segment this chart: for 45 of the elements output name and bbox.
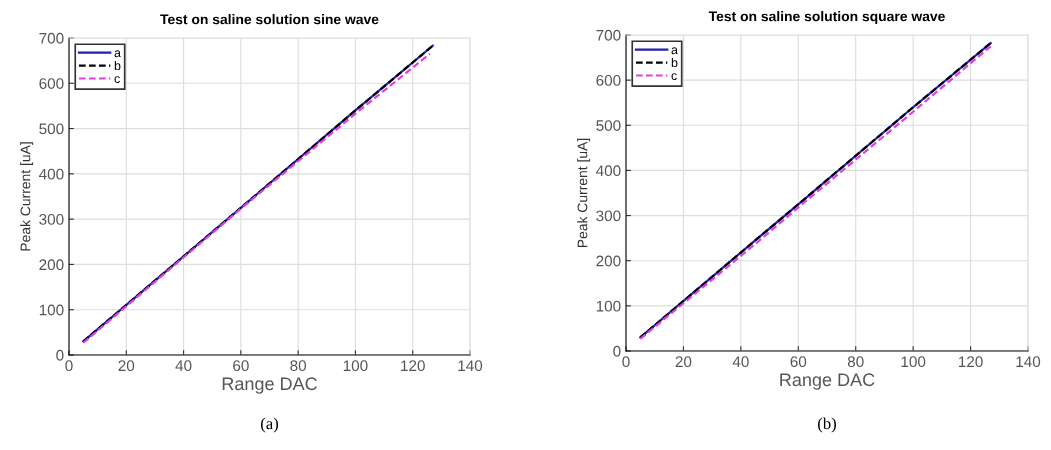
- x-tick-label: 80: [847, 356, 864, 368]
- x-tick-label: 40: [732, 356, 749, 368]
- x-tick-label: 60: [790, 356, 807, 368]
- y-tick-label: 700: [596, 29, 621, 41]
- x-tick-label: 100: [901, 356, 926, 368]
- legend-label: b: [671, 57, 678, 68]
- legend-label: a: [114, 50, 121, 58]
- x-tick-label: 80: [290, 360, 307, 372]
- text: (b): [818, 417, 836, 433]
- legend-label: c: [114, 76, 120, 83]
- y-axis-title: Peak Current [uA]: [20, 142, 34, 251]
- x-tick-label: 60: [233, 360, 249, 372]
- y-axis-title: Peak Current [uA]: [577, 138, 591, 248]
- y-tick-label: 300: [39, 214, 64, 225]
- y-tick-label: 600: [596, 75, 621, 86]
- x-tick-label: 0: [65, 360, 73, 372]
- y-tick-label: 100: [596, 300, 621, 312]
- y-tick-label: 200: [39, 259, 64, 271]
- y-tick-label: 200: [596, 255, 621, 267]
- x-tick-label: 0: [622, 356, 630, 368]
- y-tick-label: 600: [39, 78, 64, 89]
- legend-label: b: [114, 60, 121, 71]
- x-tick-label: 20: [118, 360, 135, 372]
- x-tick-label: 120: [401, 360, 425, 372]
- y-tick-label: 500: [39, 123, 64, 135]
- x-axis-title: Range DAC: [222, 377, 317, 394]
- legend-label: c: [671, 73, 677, 80]
- y-tick-label: 700: [39, 32, 64, 44]
- text: (a): [260, 417, 279, 433]
- y-tick-label: 500: [596, 120, 621, 131]
- x-tick-label: 140: [1016, 356, 1041, 368]
- x-tick-label: 120: [958, 356, 983, 368]
- chart-title: Test on saline solution sine wave: [160, 14, 379, 25]
- chart-title: Test on saline solution square wave: [708, 11, 945, 24]
- x-tick-label: 100: [343, 360, 368, 372]
- y-tick-label: 400: [39, 168, 64, 180]
- x-tick-label: 40: [175, 360, 192, 372]
- y-tick-label: 400: [596, 165, 621, 177]
- y-tick-label: 300: [596, 210, 621, 222]
- x-tick-label: 20: [675, 356, 692, 368]
- x-axis-title: Range DAC: [780, 373, 875, 390]
- y-tick-label: 100: [39, 304, 64, 316]
- x-tick-label: 140: [458, 360, 483, 372]
- legend-label: a: [671, 47, 678, 55]
- y-tick-label: 0: [613, 345, 621, 357]
